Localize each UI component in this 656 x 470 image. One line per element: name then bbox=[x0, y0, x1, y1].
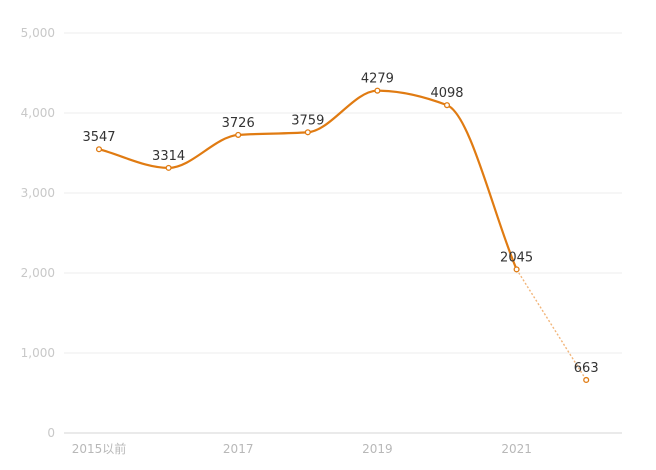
x-tick-label: 2017 bbox=[223, 442, 254, 456]
data-point[interactable] bbox=[165, 164, 172, 171]
data-label: 2045 bbox=[500, 250, 533, 265]
series-line-dashed bbox=[516, 269, 587, 381]
data-point[interactable] bbox=[583, 376, 590, 384]
y-tick-label: 2,000 bbox=[21, 266, 55, 280]
data-label: 663 bbox=[574, 361, 599, 376]
data-labels: 3547 3314 3726 3759 4279 4098 2045 663 bbox=[82, 72, 598, 376]
grid-lines bbox=[64, 32, 622, 354]
data-label: 4098 bbox=[430, 86, 463, 101]
y-tick-label: 5,000 bbox=[21, 26, 55, 40]
x-tick-label: 2021 bbox=[501, 442, 532, 456]
data-point[interactable] bbox=[374, 87, 381, 94]
data-label: 4279 bbox=[361, 72, 394, 87]
y-tick-label: 1,000 bbox=[21, 346, 55, 360]
data-point[interactable] bbox=[443, 102, 451, 109]
data-point[interactable] bbox=[304, 129, 311, 136]
data-point[interactable] bbox=[235, 131, 242, 138]
data-label: 3314 bbox=[152, 149, 185, 164]
y-tick-label: 0 bbox=[47, 426, 55, 440]
x-tick-label: 2015以前 bbox=[72, 441, 127, 456]
y-axis-tick-labels: 0 1,000 2,000 3,000 4,000 5,000 bbox=[21, 26, 55, 440]
data-label: 3547 bbox=[82, 130, 115, 145]
data-label: 3726 bbox=[222, 116, 255, 131]
data-label: 3759 bbox=[291, 113, 324, 128]
data-points bbox=[95, 87, 590, 384]
x-axis-tick-labels: 2015以前 2017 2019 2021 bbox=[72, 441, 532, 456]
y-tick-label: 4,000 bbox=[21, 106, 55, 120]
data-point[interactable] bbox=[513, 266, 520, 273]
data-point[interactable] bbox=[95, 146, 103, 153]
y-tick-label: 3,000 bbox=[21, 186, 55, 200]
x-tick-label: 2019 bbox=[362, 442, 393, 456]
